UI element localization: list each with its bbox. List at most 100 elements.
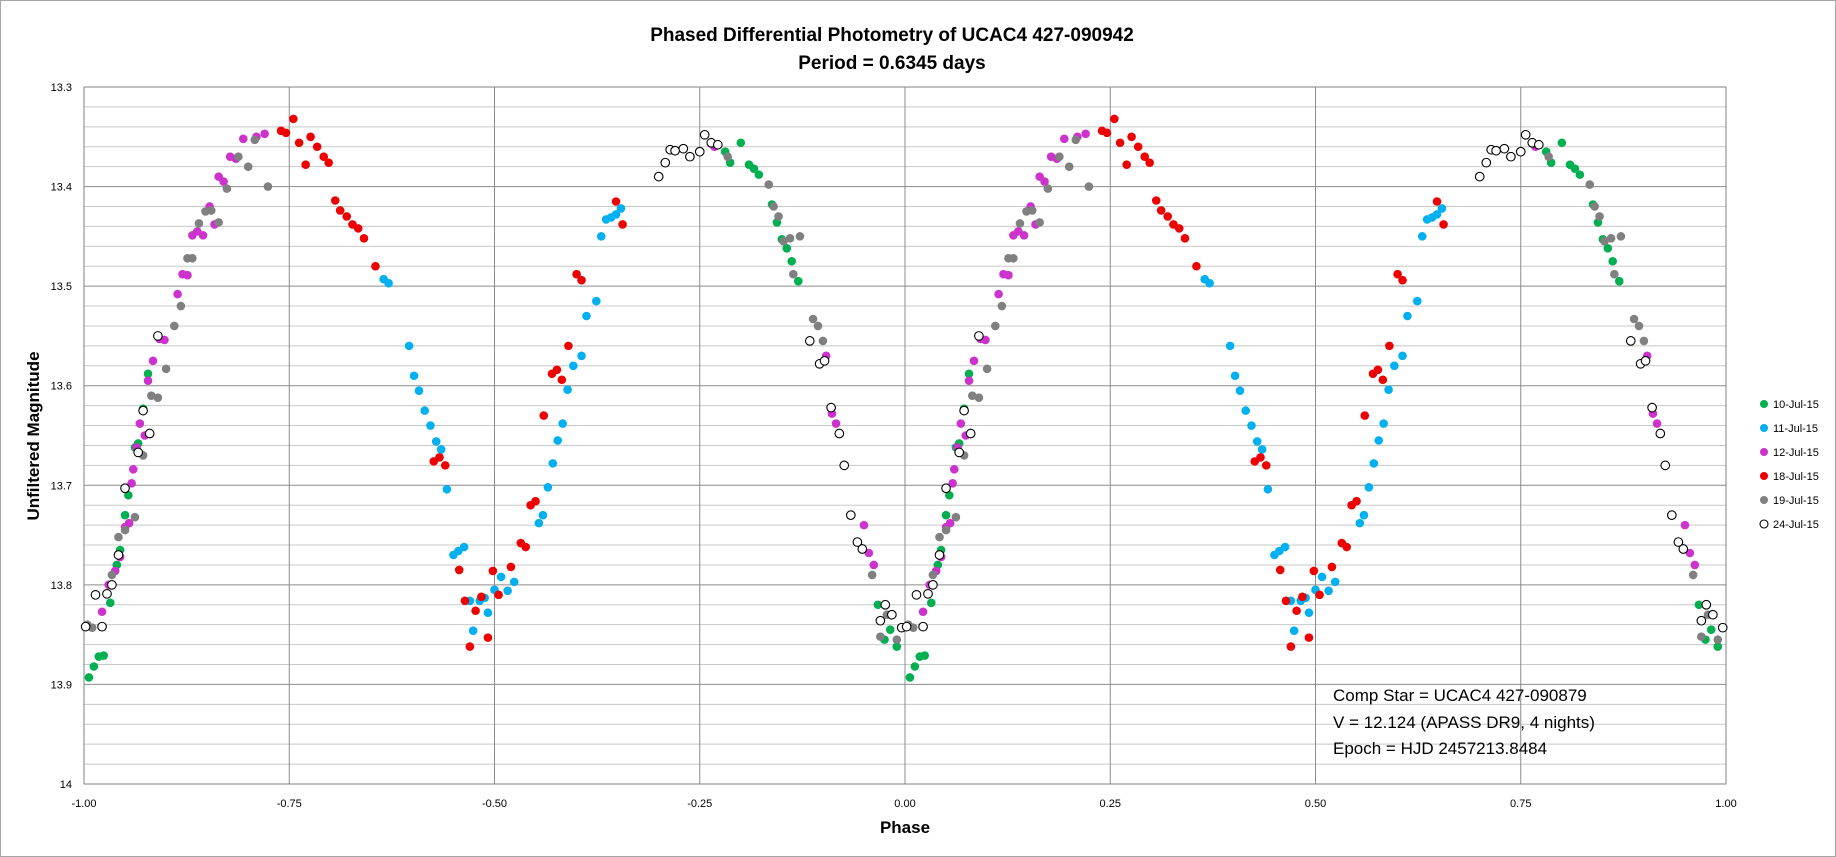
series-11-Jul-15 — [379, 204, 1447, 635]
data-point — [577, 351, 586, 361]
data-point — [161, 364, 171, 374]
data-point — [477, 592, 486, 602]
data-point — [454, 565, 464, 575]
data-point — [678, 143, 689, 154]
data-point — [1055, 152, 1064, 161]
data-point — [1694, 600, 1704, 610]
data-point — [503, 586, 512, 596]
data-point — [120, 525, 130, 535]
legend: 10-Jul-15 11-Jul-15 12-Jul-15 18-Jul-15 19-J… — [1759, 399, 1819, 531]
annotation-block: Comp Star = UCAC4 427-090879 V = 12.124 … — [1333, 686, 1595, 758]
data-point — [1544, 152, 1553, 161]
data-point — [1608, 256, 1618, 266]
data-point — [468, 626, 478, 635]
data-point — [1140, 152, 1150, 161]
data-point — [905, 673, 915, 682]
data-point — [260, 129, 269, 139]
data-point — [1603, 244, 1613, 253]
data-point — [901, 621, 912, 632]
data-point — [795, 232, 805, 241]
data-point — [1384, 385, 1393, 394]
legend-label: 12-Jul-15 — [1773, 447, 1819, 459]
legend-label: 11-Jul-15 — [1773, 423, 1818, 435]
legend-label: 10-Jul-15 — [1773, 399, 1819, 411]
data-point — [1281, 596, 1291, 606]
data-point — [1369, 459, 1379, 468]
data-point — [1413, 296, 1422, 306]
data-point — [911, 589, 922, 600]
data-point — [831, 419, 841, 428]
x-axis-ticks: -1.00 -0.75 -0.50 -0.25 0.00 0.25 0.50 0.75 1.00 — [71, 798, 1736, 810]
data-point — [736, 138, 746, 148]
data-point — [852, 537, 863, 547]
data-point — [1403, 311, 1412, 321]
x-tick-label: -0.75 — [277, 798, 302, 810]
data-point — [1071, 135, 1081, 145]
data-point — [839, 460, 850, 471]
x-tick-label: -1.00 — [71, 798, 96, 810]
data-point — [1364, 482, 1374, 492]
data-point — [876, 632, 885, 641]
data-point — [124, 518, 134, 528]
data-point — [1474, 171, 1485, 182]
data-point — [1640, 355, 1651, 366]
data-point — [1292, 606, 1301, 616]
data-point — [941, 483, 951, 494]
data-point — [543, 482, 553, 492]
data-point — [1151, 196, 1161, 205]
data-point — [653, 171, 664, 182]
data-point — [1673, 537, 1684, 547]
data-point — [99, 651, 109, 660]
data-point — [749, 164, 759, 173]
annotation-comp-star: Comp Star = UCAC4 427-090879 — [1333, 686, 1587, 705]
data-point — [170, 321, 179, 331]
data-point — [214, 218, 223, 227]
data-point — [1696, 615, 1707, 626]
data-point — [1035, 218, 1044, 227]
data-point — [959, 405, 969, 416]
data-point — [440, 461, 450, 470]
data-point — [1625, 336, 1636, 346]
data-point — [1156, 206, 1166, 215]
data-point — [928, 580, 938, 590]
data-point — [1263, 484, 1273, 494]
data-point — [483, 608, 493, 618]
data-point — [105, 598, 115, 608]
data-point — [1015, 219, 1025, 228]
data-point — [1385, 341, 1394, 351]
data-point — [1708, 609, 1718, 620]
data-point — [102, 588, 112, 599]
y-tick-label: 13.8 — [51, 580, 72, 592]
series-19-Jul-15 — [82, 135, 1723, 644]
data-point — [238, 134, 248, 144]
data-point — [1590, 202, 1599, 211]
data-point — [552, 365, 562, 375]
data-point — [1398, 351, 1407, 361]
data-point — [1355, 518, 1365, 528]
data-point — [787, 256, 797, 266]
data-point — [436, 445, 446, 454]
data-point — [1064, 162, 1074, 171]
grid-lines — [84, 87, 1726, 784]
data-point — [409, 371, 419, 381]
data-point — [1275, 565, 1285, 575]
data-point — [887, 609, 897, 620]
data-point — [306, 132, 315, 142]
data-point — [785, 234, 795, 243]
data-point — [198, 231, 208, 240]
legend-marker — [1760, 424, 1768, 432]
data-point — [143, 376, 153, 386]
data-point — [465, 642, 475, 651]
x-tick-label: 1.00 — [1715, 798, 1736, 810]
data-point — [572, 269, 581, 279]
data-point — [918, 621, 928, 632]
data-point — [557, 375, 567, 385]
legend-marker — [1760, 448, 1768, 456]
data-point — [941, 525, 951, 535]
data-point — [769, 202, 778, 211]
data-point — [789, 269, 798, 279]
data-point — [1717, 622, 1728, 633]
data-point — [1317, 572, 1327, 582]
data-point — [1127, 132, 1136, 142]
